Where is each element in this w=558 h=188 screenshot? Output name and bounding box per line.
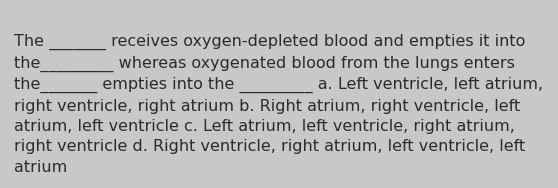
Text: The _______ receives oxygen-depleted blood and empties it into
the_________ wher: The _______ receives oxygen-depleted blo… [14,34,543,175]
